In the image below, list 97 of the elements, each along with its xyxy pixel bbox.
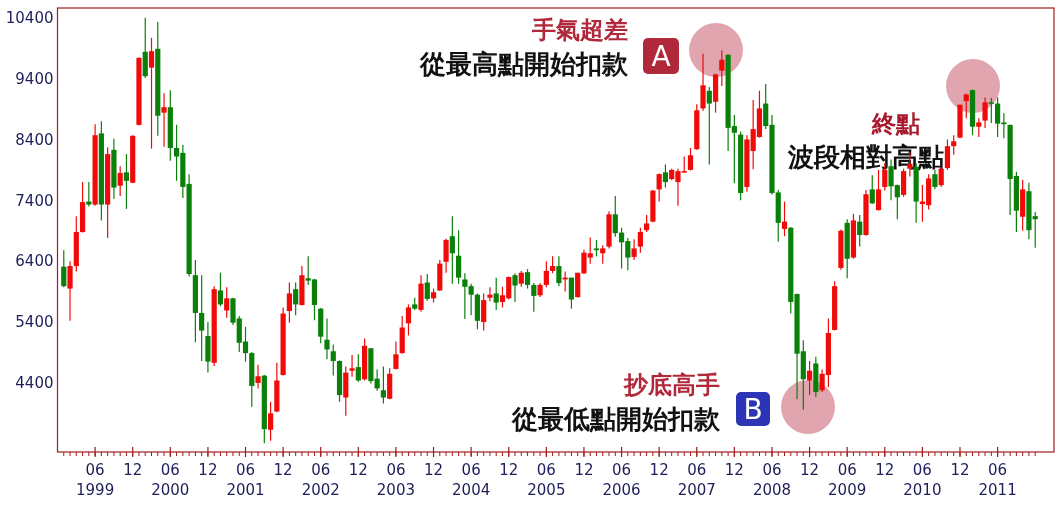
y-tick-label: 5400: [15, 313, 54, 332]
x-tick-label: 06 2004: [452, 461, 491, 499]
x-tick-label: 06 2001: [226, 461, 265, 499]
candlestick: [481, 292, 487, 332]
x-tick-label: 06 2007: [677, 461, 716, 499]
candlestick: [531, 282, 537, 313]
candlestick: [556, 255, 562, 287]
candlestick: [568, 277, 575, 310]
candlestick: [355, 353, 361, 383]
candlestick: [161, 92, 167, 148]
x-tick-label: 06 2005: [527, 461, 566, 499]
x-tick-label: 06 2011: [978, 461, 1017, 499]
candlestick: [612, 195, 618, 238]
x-tick-label: 12: [499, 461, 519, 479]
y-tick-label: 6400: [15, 252, 54, 271]
candlestick: [224, 286, 230, 319]
candlestick: [349, 354, 355, 378]
x-tick-label: 12: [649, 461, 669, 479]
x-tick-label: 12: [800, 461, 820, 479]
candlestick: [324, 317, 330, 360]
candlestick: [543, 260, 549, 288]
candlestick: [781, 200, 788, 237]
x-tick-label: 12: [423, 461, 444, 479]
x-tick-label: 06 2009: [828, 461, 867, 499]
candlestick: [875, 169, 882, 212]
candlestick: [869, 174, 875, 205]
candlestick: [662, 163, 669, 189]
x-tick-label: 06 2000: [151, 461, 190, 499]
candlestick: [267, 401, 274, 442]
annotation: 從最高點開始扣款: [419, 49, 629, 79]
annotation: 抄底高手: [623, 371, 720, 399]
candlestick: [687, 147, 694, 172]
candlestick: [424, 273, 430, 302]
y-tick-label: 7400: [15, 191, 54, 210]
candlestick: [255, 364, 261, 389]
candlestick: [123, 153, 130, 210]
x-tick-label: 12: [123, 461, 143, 479]
candlestick: [706, 86, 712, 166]
candlestick: [393, 340, 399, 371]
x-tick-label: 12: [574, 461, 594, 479]
x-tick-label: 06 2006: [602, 461, 641, 499]
candlestick: [493, 277, 499, 311]
candlestick: [631, 238, 637, 261]
candlestick: [487, 286, 493, 302]
candlestick: [286, 281, 292, 324]
candlestick: [524, 268, 531, 290]
candlestick: [449, 215, 455, 285]
x-tick-label: 12: [950, 461, 970, 479]
annotation: A: [651, 40, 671, 74]
x-tick-label: 12: [875, 461, 895, 479]
candlestick: [199, 274, 205, 362]
candlestick: [217, 272, 224, 307]
candlestick: [976, 117, 982, 138]
x-tick-label: 12: [198, 461, 218, 479]
candlestick: [963, 93, 969, 119]
annotation: 從最低點開始扣款: [511, 404, 721, 434]
candlestick: [951, 134, 957, 156]
candlestick: [380, 365, 386, 405]
x-tick-label: 06 2003: [376, 461, 416, 499]
candlestick: [67, 260, 73, 322]
candlestick: [900, 168, 907, 198]
y-tick-label: 4400: [15, 374, 54, 393]
candlestick: [512, 272, 518, 303]
candlestick: [600, 244, 606, 265]
candlestick: [468, 283, 474, 316]
candlestick: [932, 169, 938, 190]
x-tick-label: 12: [724, 461, 744, 479]
x-tick-label: 06 2008: [752, 461, 792, 499]
x-tick-label: 06 1999: [76, 461, 115, 499]
annotation: 終點: [871, 110, 920, 138]
candlestick: [700, 53, 706, 112]
annotation: B: [743, 393, 763, 427]
annotation: 手氣超差: [531, 16, 628, 44]
x-tick-label: 06 2010: [903, 461, 942, 499]
x-tick-label: 06 2002: [301, 461, 340, 499]
candlestick: [405, 303, 412, 337]
candlestick: [456, 229, 462, 285]
candlestick: [982, 96, 988, 129]
candlestick: [857, 214, 863, 248]
candlestick: [988, 97, 994, 124]
y-tick-label: 10400: [5, 8, 54, 27]
candlestick: [117, 165, 123, 197]
candlestick: [443, 238, 449, 274]
x-tick-label: 12: [348, 461, 368, 479]
y-tick-label: 8400: [15, 130, 54, 149]
candlestick: [944, 138, 951, 171]
x-tick-label: 12: [273, 461, 293, 479]
candlestick: [656, 172, 662, 203]
y-tick-label: 9400: [15, 69, 54, 88]
candlestick: [148, 37, 155, 150]
candlestick: [330, 343, 336, 377]
candlestick: [293, 281, 299, 316]
candlestick: [719, 50, 725, 87]
candlestick: [462, 272, 468, 320]
candlestick: [61, 249, 67, 288]
candlestick: [86, 181, 92, 208]
candlestick: [637, 227, 643, 254]
